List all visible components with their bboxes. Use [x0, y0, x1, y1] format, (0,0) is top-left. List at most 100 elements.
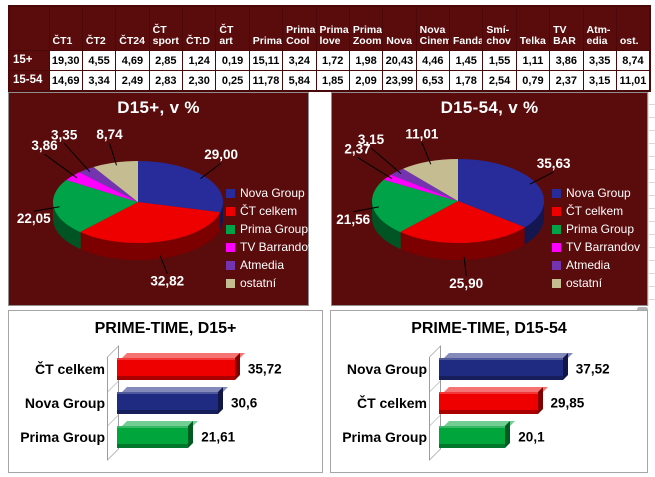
- bar-chart-title: PRIME-TIME, D15-54: [411, 320, 567, 337]
- legend-label: Atmedia: [240, 258, 285, 272]
- table-header-cell: Prima: [248, 5, 284, 51]
- table-header-cell: Fanda: [448, 5, 484, 51]
- legend-item: Prima Group: [552, 223, 640, 236]
- legend-label: TV Barrandov: [566, 240, 641, 254]
- pie-leader-line: [159, 255, 168, 274]
- bar-value-label: 29,85: [550, 395, 585, 411]
- table-cell: 1,78: [448, 70, 484, 92]
- table-header-cell: Prima love: [315, 5, 350, 51]
- table-header-cell: Atm- edia: [582, 5, 617, 51]
- table-cell: 2,54: [482, 70, 517, 92]
- table-cell: 1,24: [181, 50, 217, 71]
- pie-leader-line: [109, 142, 117, 166]
- table-header-cell: ČT art: [215, 5, 250, 51]
- table-cell: 8,74: [615, 50, 651, 71]
- legend-swatch: [552, 261, 561, 270]
- bar-category-label: Nova Group: [346, 361, 427, 377]
- legend-swatch: [226, 189, 235, 198]
- bar-row: Nova Group 30,6: [17, 392, 316, 414]
- bar: 37,52: [439, 358, 610, 380]
- pie-leader-line: [357, 156, 393, 180]
- table-cell: 5,84: [282, 70, 317, 92]
- legend-label: Nova Group: [566, 186, 631, 200]
- pie-value-label: 22,05: [17, 211, 51, 226]
- pie-value-label: 11,01: [405, 127, 439, 142]
- table-row-label: 15+: [8, 50, 50, 71]
- pie-value-label: 35,63: [537, 156, 571, 171]
- legend-swatch: [226, 279, 235, 288]
- table-header-cell: ČT1: [48, 5, 83, 51]
- table-header-cell: Nova Cinema: [415, 5, 451, 51]
- pie-leader-line: [63, 142, 91, 173]
- legend-item: ostatní: [552, 277, 640, 290]
- table-header-cell: ČT24: [115, 5, 150, 51]
- bar-value-label: 20,1: [518, 429, 545, 445]
- pie-legend: Nova Group ČT celkem Prima Group TV Barrand…: [552, 187, 640, 290]
- pie-value-label: 3,86: [31, 138, 58, 153]
- table-header-cell: ČT sport: [148, 5, 184, 51]
- table-cell: 4,69: [115, 50, 150, 71]
- bar-track: 37,52: [439, 358, 641, 380]
- legend-label: ostatní: [240, 276, 277, 290]
- table-header-cell: Nova: [382, 5, 417, 51]
- table-cell: 1,11: [515, 50, 551, 71]
- bar-chart-title: PRIME-TIME, D15+: [94, 320, 237, 337]
- table-cell: 0,25: [215, 70, 250, 92]
- table-cell: 11,78: [248, 70, 284, 92]
- legend-label: Prima Group: [566, 222, 635, 236]
- audience-share-table: ČT1 ČT2 ČT24 ČT sport ČT:D ČT art Prima Prima C…: [8, 5, 651, 92]
- table-cell: 3,24: [282, 50, 317, 71]
- pie-leader-line: [421, 142, 432, 165]
- table-cell: 2,49: [115, 70, 150, 92]
- pie-slice: [391, 168, 458, 201]
- pie-chart-title: D15-54, v %: [440, 98, 539, 117]
- legend-label: Atmedia: [566, 258, 611, 272]
- handle-artifact: [637, 307, 648, 312]
- table-cell: 3,34: [81, 70, 117, 92]
- pie-slice: [79, 167, 138, 202]
- bar-category-label: Nova Group: [24, 395, 105, 411]
- pie-leader-line: [200, 162, 222, 180]
- legend-label: ČT celkem: [566, 204, 624, 218]
- table-header-cell: Telka: [515, 5, 551, 51]
- pie-slice: [138, 161, 224, 213]
- bar-rows: ČT celkem 35,72 Nova Group 30,6 Prima Group 2…: [17, 358, 316, 448]
- table-cell: 2,85: [148, 50, 184, 71]
- table-cell: 3,35: [582, 50, 617, 71]
- bar-category-label: ČT celkem: [34, 361, 105, 377]
- bar: 35,72: [117, 358, 282, 380]
- pie-legend: Nova Group ČT celkem Prima Group TV Barrand…: [226, 187, 314, 290]
- legend-label: ostatní: [566, 276, 603, 290]
- table-header-cell: Prima Cool: [282, 5, 317, 51]
- pie-slice: [383, 174, 458, 201]
- table-header-cell: TV BAR: [549, 5, 584, 51]
- bar-row: Nova Group 37,52: [339, 358, 641, 380]
- bar-row: ČT celkem 29,85: [339, 392, 641, 414]
- legend-swatch: [552, 225, 561, 234]
- table-header-cell: ČT2: [81, 5, 117, 51]
- legend-item: Prima Group: [226, 223, 314, 236]
- pie-svg: 29,00 32,82 22,05 3,863,35 8,74: [17, 127, 238, 289]
- table-header-cell: ost.: [615, 5, 651, 51]
- table-cell: 0,79: [515, 70, 551, 92]
- legend-item: Atmedia: [552, 259, 640, 272]
- table-cell: 1,55: [482, 50, 517, 71]
- pie-leader-line: [529, 171, 554, 185]
- pie-leader-line: [370, 147, 402, 174]
- legend-swatch: [226, 207, 235, 216]
- table-cell: 3,86: [549, 50, 584, 71]
- bar-track: 21,61: [117, 426, 316, 448]
- pie-slice: [93, 160, 138, 202]
- legend-swatch: [552, 189, 561, 198]
- table-cell: 2,83: [148, 70, 184, 92]
- bar-row: ČT celkem 35,72: [17, 358, 316, 380]
- table-cell: 20,43: [382, 50, 417, 71]
- table-row: 15-54 14,69 3,34 2,49 2,83 2,30 0,25 11,78 5,84 1…: [8, 70, 651, 92]
- table-cell: 1,72: [315, 50, 350, 71]
- table-header-cell: Smí- chov: [482, 5, 517, 51]
- pie-value-label: 25,90: [449, 276, 483, 291]
- legend-swatch: [552, 207, 561, 216]
- table-cell: 0,19: [215, 50, 250, 71]
- table-header-cell: ČT:D: [181, 5, 217, 51]
- table-cell: 2,37: [549, 70, 584, 92]
